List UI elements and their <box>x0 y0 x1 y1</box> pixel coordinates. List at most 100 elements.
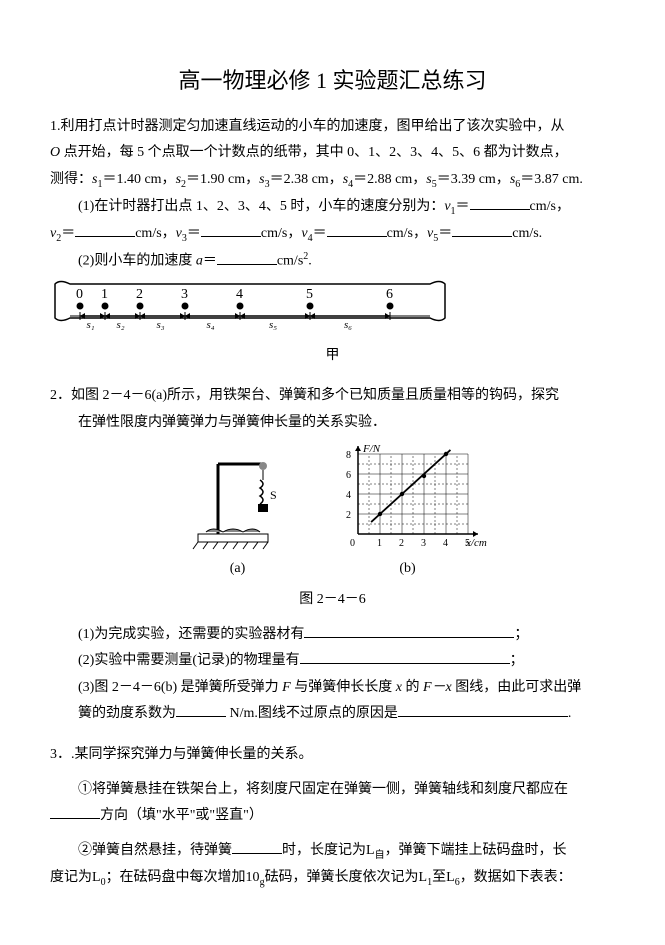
s1-v: ＝1.40 cm， <box>102 172 175 187</box>
q1-p1: (1)在计时器打出点 1、2、3、4、5 时，小车的速度分别为：v1＝cm/s， <box>50 194 615 221</box>
q2-s3a-mid: 与弹簧伸长长度 <box>291 680 396 695</box>
s5-v: ＝3.39 cm， <box>437 172 510 187</box>
q2-s3a-mid2: 的 <box>402 680 423 695</box>
svg-text:3: 3 <box>421 538 426 549</box>
q2-s2-text: (2)实验中需要测量(记录)的物理量有 <box>78 653 300 668</box>
blank-q2-2 <box>300 649 510 664</box>
q2-fig-b-svg: 123452468F/Nx/cm0 <box>328 444 488 554</box>
blank-v4 <box>327 221 387 236</box>
v2n: 2 <box>56 232 61 243</box>
q1-figure-tape: 0123456 s₁s₂s₃s₄s₅s₆ 甲 <box>50 276 615 370</box>
q2-s3a-end: 图线，由此可求出弹 <box>452 680 582 695</box>
v5u: cm/s. <box>512 226 542 241</box>
svg-text:4: 4 <box>346 490 351 501</box>
q3-p2a: ②弹簧自然悬挂，待弹簧 <box>78 843 232 858</box>
q1-p2: (2)则小车的加速度 a＝cm/s2. <box>50 247 615 275</box>
q2-fig-a-svg: S <box>178 454 298 554</box>
v4u: cm/s， <box>387 226 427 241</box>
blank-q3-2 <box>232 838 282 853</box>
svg-text:2: 2 <box>346 510 351 521</box>
q1-p2-a: (2)则小车的加速度 <box>78 254 196 269</box>
svg-text:0: 0 <box>76 287 83 302</box>
page-title: 高一物理必修 1 实验题汇总练习 <box>50 60 615 102</box>
q2-s3b: 簧的劲度系数为 N/m.图线不过原点的原因是. <box>78 701 615 728</box>
q3-p2b-sub: 自 <box>375 850 385 861</box>
tape-caption: 甲 <box>50 343 615 370</box>
q2-figures: S (a) 123452468F/Nx/cm0 (b) <box>50 444 615 583</box>
svg-text:2: 2 <box>136 287 143 302</box>
q1-intro: 1.利用打点计时器测定匀加速直线运动的小车的加速度，图甲给出了该次实验中，从 <box>50 114 615 141</box>
q2-head: 2．如图 2－4－6(a)所示，用铁架台、弹簧和多个已知质量且质量相等的钩码，探… <box>50 383 615 410</box>
svg-text:5: 5 <box>306 287 313 302</box>
q2-s3b-u: N/m.图线不过原点的原因是 <box>230 706 398 721</box>
v1n: 1 <box>451 206 456 217</box>
blank-v2 <box>75 221 135 236</box>
s4-v: ＝2.88 cm， <box>353 172 426 187</box>
svg-text:2: 2 <box>399 538 404 549</box>
v2u: cm/s， <box>135 226 175 241</box>
svg-text:1: 1 <box>101 287 108 302</box>
q1-p1b: v2＝cm/s，v3＝cm/s，v4＝cm/s，v5＝cm/s. <box>50 221 615 248</box>
q3-p2d: 度记为L <box>50 870 101 885</box>
q2-line2: 在弹性限度内弹簧弹力与弹簧伸长量的关系实验． <box>78 410 615 437</box>
q3-p1b: 方向（填"水平"或"竖直"） <box>50 803 615 830</box>
q1-p2-d: . <box>308 254 312 269</box>
tape-svg: 0123456 s₁s₂s₃s₄s₅s₆ <box>50 276 450 341</box>
q2-fig-a-label: (a) <box>178 556 298 583</box>
q3-p1b-text: 方向（填"水平"或"竖直"） <box>100 808 263 823</box>
q1-line3: 测得：s1＝1.40 cm，s2＝1.90 cm，s3＝2.38 cm，s4＝2… <box>50 167 615 194</box>
svg-text:s₅: s₅ <box>269 319 277 331</box>
blank-q2-3b <box>398 702 568 717</box>
q2-s2-end: ； <box>510 653 524 668</box>
svg-text:s₃: s₃ <box>157 319 165 331</box>
v1u: cm/s， <box>530 199 570 214</box>
blank-v3 <box>201 221 261 236</box>
svg-text:S: S <box>270 488 277 502</box>
q2: 2．如图 2－4－6(a)所示，用铁架台、弹簧和多个已知质量且质量相等的钩码，探… <box>50 383 615 728</box>
q3-head: 3．.某同学探究弹力与弹簧伸长量的关系。 <box>50 742 615 769</box>
q1-line3-a: 测得： <box>50 172 92 187</box>
q2-s1: (1)为完成实验，还需要的实验器材有 ； <box>78 622 615 649</box>
svg-text:4: 4 <box>236 287 243 302</box>
q2-fig-a-wrap: S (a) <box>178 454 298 583</box>
q1-line2: O 点开始，每 5 个点取一个计数点的纸带，其中 0、1、2、3、4、5、6 都… <box>50 140 615 167</box>
q3-p2g: 至L <box>432 870 455 885</box>
q1-line2-text: 点开始，每 5 个点取一个计数点的纸带，其中 0、1、2、3、4、5、6 都为计… <box>64 145 568 160</box>
q1: 1.利用打点计时器测定匀加速直线运动的小车的加速度，图甲给出了该次实验中，从 O… <box>50 114 615 369</box>
q3-p2f: 砝码，弹簧长度依次记为L <box>265 870 428 885</box>
svg-text:s₂: s₂ <box>117 319 125 331</box>
v3n: 3 <box>182 232 187 243</box>
q2-s3b-1: 簧的劲度系数为 <box>78 706 176 721</box>
svg-text:3: 3 <box>181 287 188 302</box>
q2-s3a: (3)图 2－4－6(b) 是弹簧所受弹力 F 与弹簧伸长长度 x 的 F－x … <box>78 675 615 702</box>
q2-s3a-Fx: F－x <box>423 680 452 695</box>
q3-p2b-line: 度记为L0；在砝码盘中每次增加10g砝码，弹簧长度依次记为L1至L6，数据如下表… <box>50 865 615 892</box>
blank-q2-3a <box>176 702 226 717</box>
svg-text:6: 6 <box>386 287 393 302</box>
q2-fig-b-wrap: 123452468F/Nx/cm0 (b) <box>328 444 488 583</box>
svg-text:s₁: s₁ <box>87 319 95 331</box>
svg-text:8: 8 <box>346 450 351 461</box>
q3-p2h: ，数据如下表表： <box>460 870 572 885</box>
q2-s2: (2)实验中需要测量(记录)的物理量有 ； <box>78 648 615 675</box>
svg-text:1: 1 <box>377 538 382 549</box>
q3-p2c: ，弹簧下端挂上砝码盘时，长 <box>385 843 567 858</box>
v5n: 5 <box>433 232 438 243</box>
svg-text:6: 6 <box>346 470 351 481</box>
q2-s1-text: (1)为完成实验，还需要的实验器材有 <box>78 627 304 642</box>
q3-p1: ①将弹簧悬挂在铁架台上，将刻度尺固定在弹簧一侧，弹簧轴线和刻度尺都应在 <box>78 777 615 804</box>
q2-s1-end: ； <box>514 627 528 642</box>
q1-p1-a: (1)在计时器打出点 1、2、3、4、5 时，小车的速度分别为： <box>78 199 444 214</box>
q1-p2-b: ＝ <box>203 254 217 269</box>
q2-s3a-F: F <box>282 680 291 695</box>
blank-v1 <box>470 194 530 209</box>
s6-v: ＝3.87 cm. <box>520 172 583 187</box>
svg-text:F/N: F/N <box>362 444 381 455</box>
q2-caption: 图 2－4－6 <box>50 587 615 614</box>
blank-q3-1 <box>50 804 100 819</box>
svg-text:x/cm: x/cm <box>465 537 487 549</box>
svg-text:4: 4 <box>443 538 448 549</box>
svg-text:s₆: s₆ <box>344 319 352 331</box>
q2-s3b-end: . <box>568 706 572 721</box>
q2-fig-b-label: (b) <box>328 556 488 583</box>
